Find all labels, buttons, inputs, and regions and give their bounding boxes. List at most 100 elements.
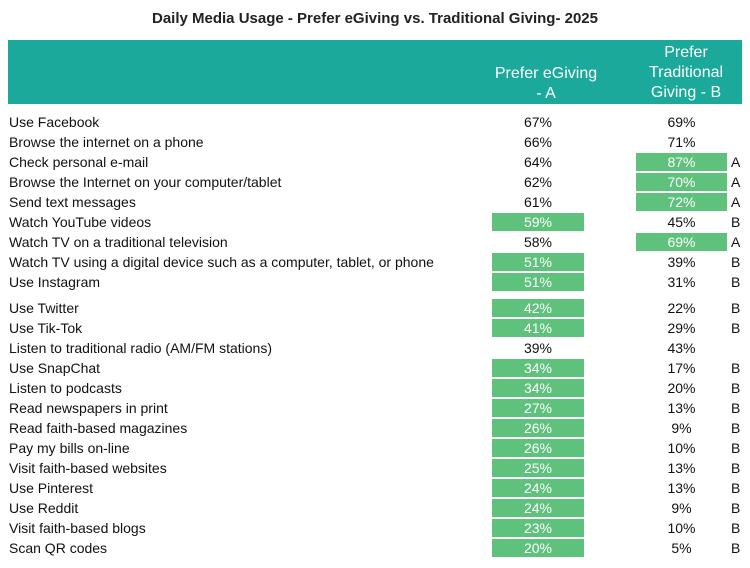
- traditional-value: 10%: [667, 440, 696, 456]
- row-label: Send text messages: [9, 194, 136, 210]
- row-label: Use Instagram: [9, 274, 101, 290]
- egiving-value: 24%: [492, 479, 584, 497]
- egiving-value: 51%: [492, 273, 584, 291]
- traditional-value: 13%: [667, 400, 696, 416]
- egiving-value: 25%: [492, 459, 584, 477]
- traditional-value: 22%: [667, 300, 696, 316]
- traditional-value: 39%: [667, 254, 696, 270]
- table-row: Use Pinterest 24% 13% B: [0, 478, 750, 498]
- row-label: Read newspapers in print: [9, 400, 168, 416]
- traditional-value: 45%: [667, 214, 696, 230]
- egiving-value: 67%: [523, 114, 553, 130]
- row-label: Watch YouTube videos: [9, 214, 152, 230]
- traditional-value: 69%: [667, 114, 696, 130]
- row-label: Watch TV using a digital device such as …: [9, 254, 434, 270]
- row-label: Use Tik-Tok: [9, 320, 83, 336]
- table-row: Browse the internet on a phone 66% 71%: [0, 132, 750, 152]
- significance-marker: B: [731, 440, 741, 456]
- egiving-value: 34%: [492, 379, 584, 397]
- traditional-value: 5%: [671, 540, 692, 556]
- egiving-value: 26%: [492, 419, 584, 437]
- significance-marker: B: [731, 480, 741, 496]
- table-row: Visit faith-based websites 25% 13% B: [0, 458, 750, 478]
- significance-marker: B: [731, 274, 741, 290]
- table-row: Use Reddit 24% 9% B: [0, 498, 750, 518]
- table-row: Listen to podcasts 34% 20% B: [0, 378, 750, 398]
- table-row: Use SnapChat 34% 17% B: [0, 358, 750, 378]
- table-row: Visit faith-based blogs 23% 10% B: [0, 518, 750, 538]
- egiving-value: 27%: [492, 399, 584, 417]
- table-row: Use Facebook 67% 69%: [0, 112, 750, 132]
- egiving-value: 62%: [523, 174, 553, 190]
- row-label: Use Facebook: [9, 114, 100, 130]
- table-row: Listen to traditional radio (AM/FM stati…: [0, 338, 750, 358]
- row-label: Use Reddit: [9, 500, 79, 516]
- traditional-value: 17%: [667, 360, 696, 376]
- egiving-value: 58%: [523, 234, 553, 250]
- row-label: Use SnapChat: [9, 360, 101, 376]
- table-row: Use Instagram 51% 31% B: [0, 272, 750, 292]
- significance-marker: B: [731, 500, 741, 516]
- row-label: Listen to podcasts: [9, 380, 122, 396]
- column-header-traditional: Prefer Traditional Giving - B: [648, 44, 724, 101]
- significance-marker: A: [731, 234, 741, 250]
- traditional-value: 29%: [667, 320, 696, 336]
- page-title: Daily Media Usage - Prefer eGiving vs. T…: [152, 10, 598, 27]
- significance-marker: B: [731, 360, 741, 376]
- column-header-egiving: Prefer eGiving - A: [494, 65, 598, 102]
- significance-marker: B: [731, 300, 741, 316]
- traditional-value: 69%: [636, 233, 727, 251]
- significance-marker: B: [731, 460, 741, 476]
- table-row: Read newspapers in print 27% 13% B: [0, 398, 750, 418]
- row-label: Pay my bills on-line: [9, 440, 130, 456]
- table-row: Read faith-based magazines 26% 9% B: [0, 418, 750, 438]
- egiving-value: 39%: [523, 340, 553, 356]
- row-label: Browse the Internet on your computer/tab…: [9, 174, 282, 190]
- traditional-value: 9%: [671, 420, 692, 436]
- traditional-value: 71%: [667, 134, 696, 150]
- significance-marker: B: [731, 520, 741, 536]
- row-label: Use Twitter: [9, 300, 79, 316]
- traditional-value: 87%: [636, 153, 727, 171]
- table-row: Send text messages 61% 72% A: [0, 192, 750, 212]
- significance-marker: A: [731, 194, 741, 210]
- egiving-value: 26%: [492, 439, 584, 457]
- row-label: Visit faith-based blogs: [9, 520, 146, 536]
- row-label: Check personal e-mail: [9, 154, 149, 170]
- traditional-value: 72%: [636, 193, 727, 211]
- row-label: Use Pinterest: [9, 480, 94, 496]
- table-row: Browse the Internet on your computer/tab…: [0, 172, 750, 192]
- significance-marker: B: [731, 400, 741, 416]
- table-row: Use Tik-Tok 41% 29% B: [0, 318, 750, 338]
- row-label: Scan QR codes: [9, 540, 108, 556]
- significance-marker: B: [731, 320, 741, 336]
- traditional-value: 10%: [667, 520, 696, 536]
- row-label: Watch TV on a traditional television: [9, 234, 228, 250]
- table-row: Check personal e-mail 64% 87% A: [0, 152, 750, 172]
- traditional-value: 9%: [671, 500, 692, 516]
- row-label: Listen to traditional radio (AM/FM stati…: [9, 340, 272, 356]
- row-label: Browse the internet on a phone: [9, 134, 204, 150]
- table-header: Prefer eGiving - A Prefer Traditional Gi…: [8, 40, 742, 104]
- traditional-value: 31%: [667, 274, 696, 290]
- table-row: Use Twitter 42% 22% B: [0, 298, 750, 318]
- significance-marker: A: [731, 174, 741, 190]
- egiving-value: 51%: [492, 253, 584, 271]
- significance-marker: B: [731, 540, 741, 556]
- significance-marker: B: [731, 214, 741, 230]
- table-row: Watch TV using a digital device such as …: [0, 252, 750, 272]
- egiving-value: 61%: [523, 194, 553, 210]
- traditional-value: 13%: [667, 480, 696, 496]
- traditional-value: 70%: [636, 173, 727, 191]
- egiving-value: 42%: [492, 299, 584, 317]
- egiving-value: 64%: [523, 154, 553, 170]
- significance-marker: B: [731, 420, 741, 436]
- row-label: Visit faith-based websites: [9, 460, 167, 476]
- significance-marker: A: [731, 154, 741, 170]
- table-row: Watch YouTube videos 59% 45% B: [0, 212, 750, 232]
- traditional-value: 43%: [667, 340, 696, 356]
- traditional-value: 20%: [667, 380, 696, 396]
- egiving-value: 23%: [492, 519, 584, 537]
- table-row: Watch TV on a traditional television 58% 6…: [0, 232, 750, 252]
- significance-marker: B: [731, 254, 741, 270]
